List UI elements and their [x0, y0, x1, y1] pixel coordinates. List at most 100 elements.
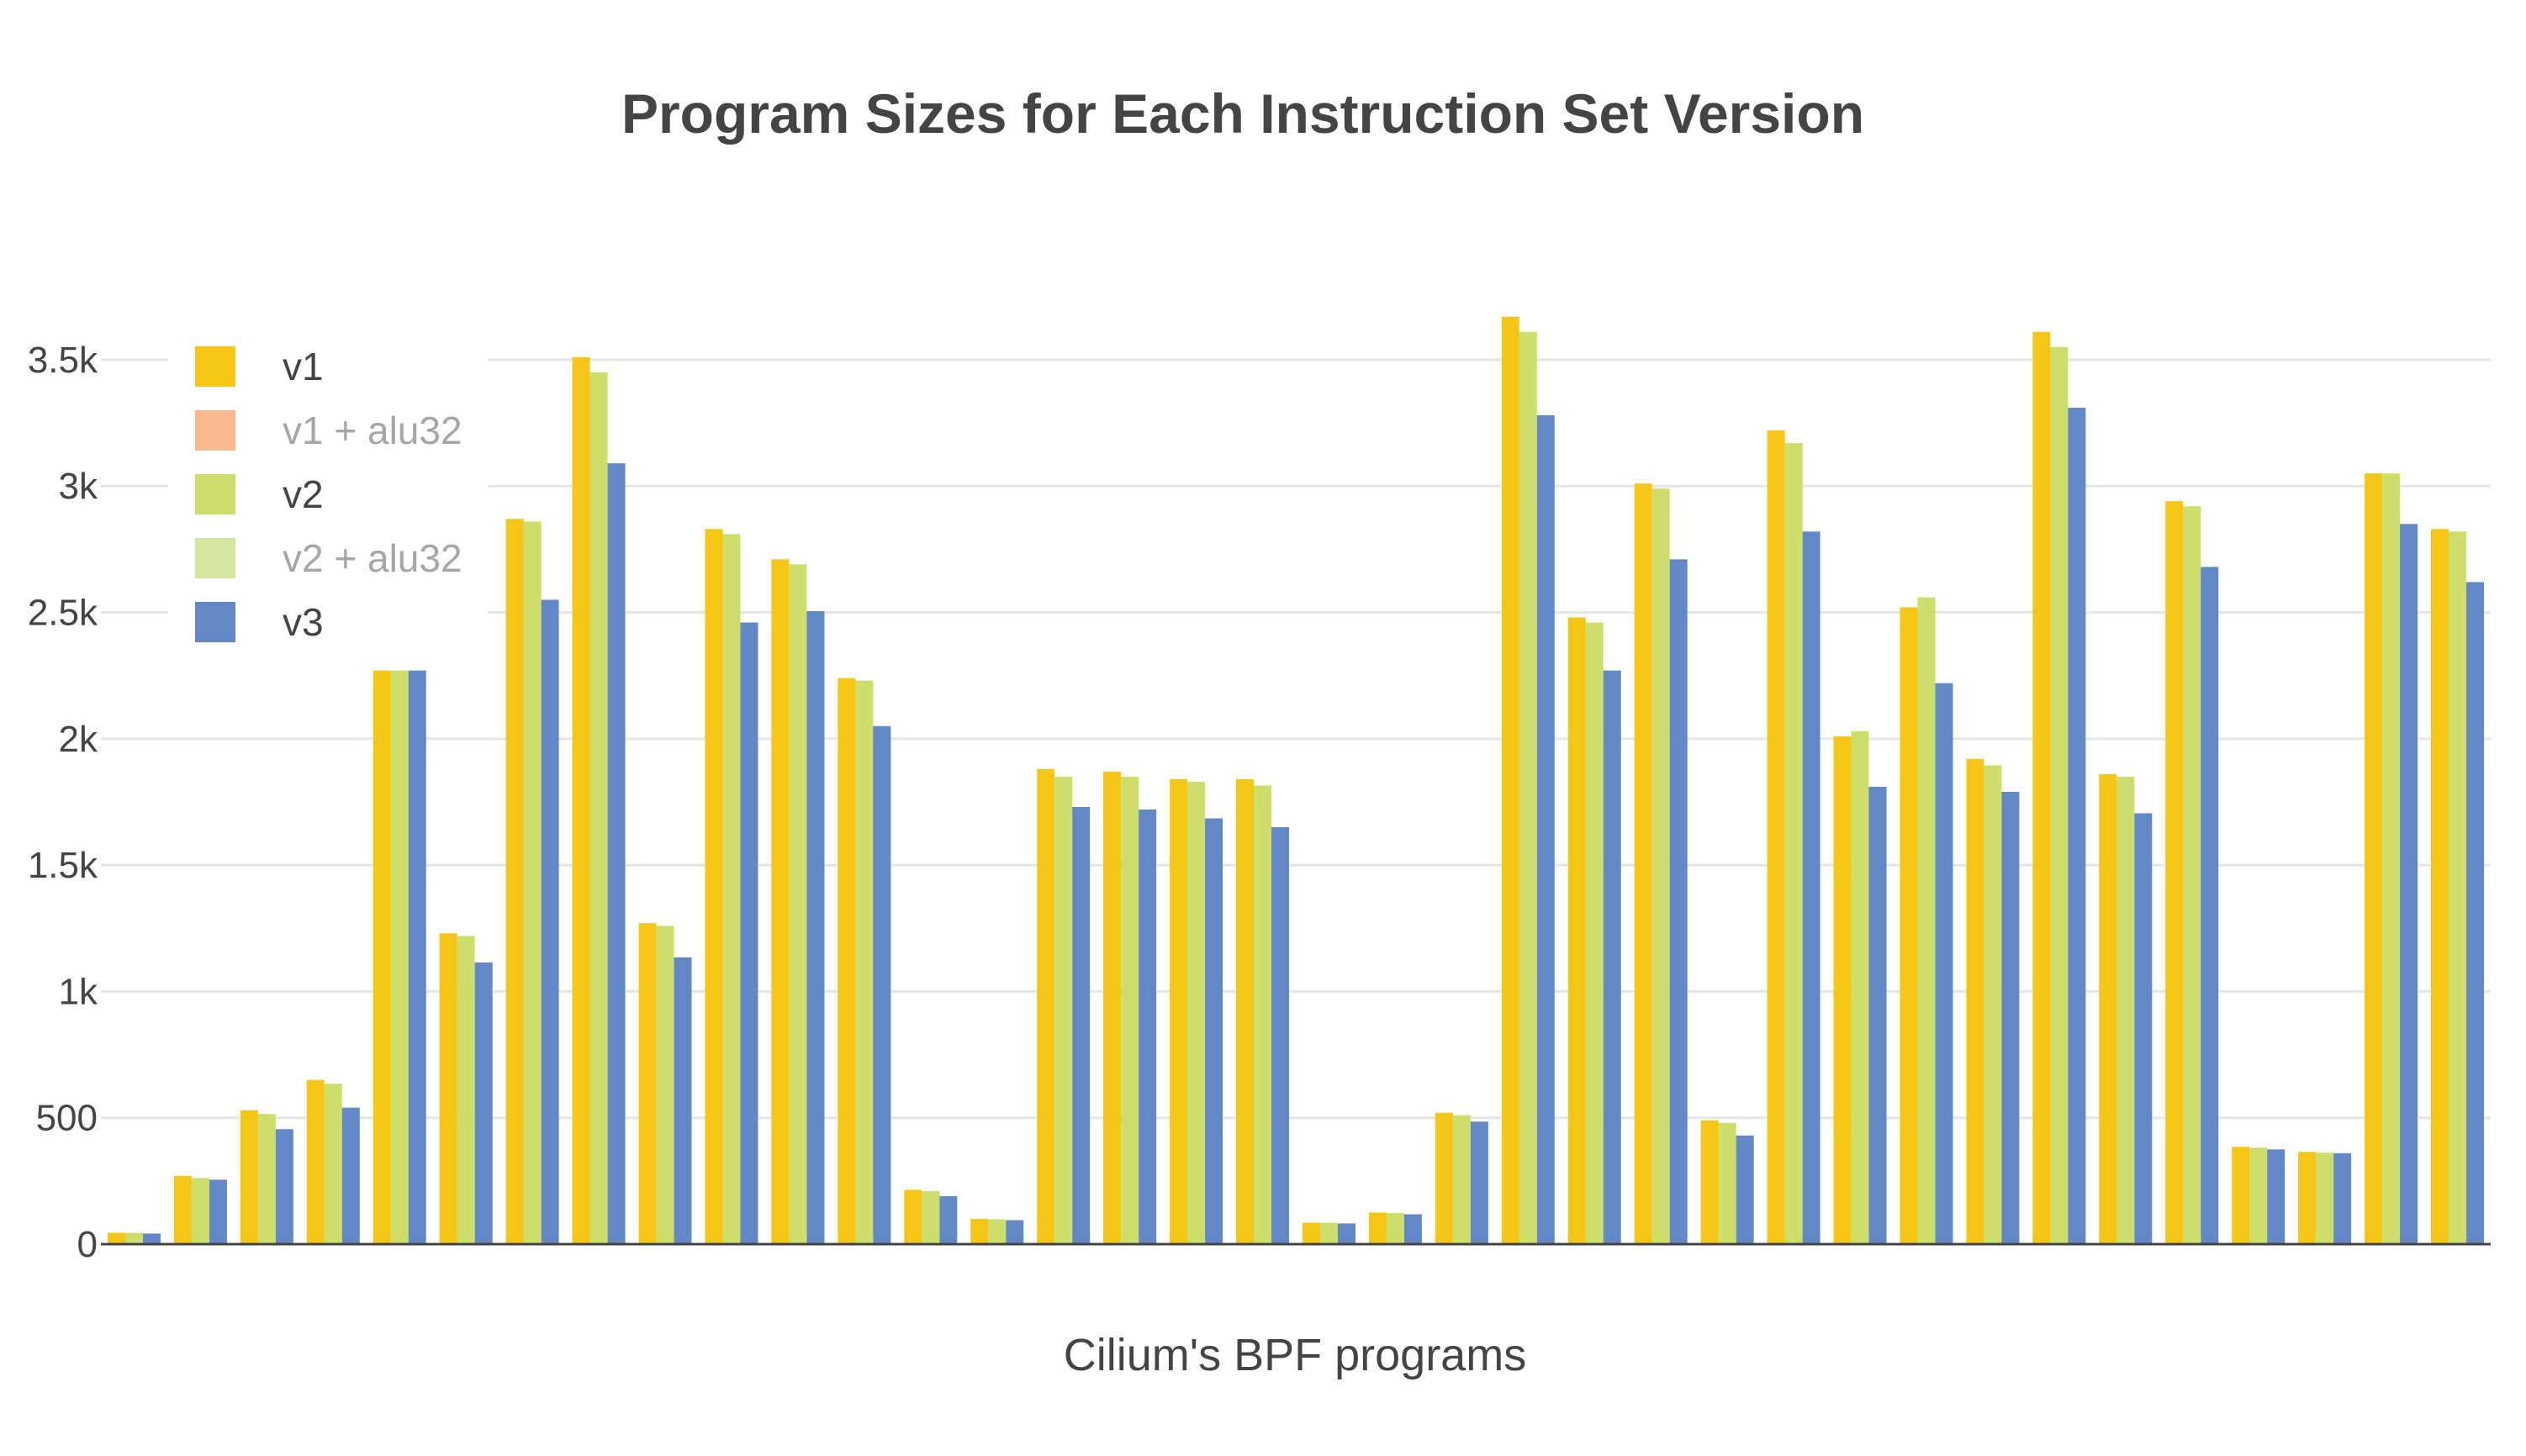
bar-v2[interactable]: [523, 521, 542, 1244]
bar-v1[interactable]: [1501, 316, 1519, 1245]
bar-v1[interactable]: [240, 1110, 258, 1244]
bar-v1[interactable]: [1700, 1120, 1719, 1244]
bar-v1[interactable]: [1368, 1212, 1387, 1244]
bar-v3[interactable]: [1403, 1214, 1422, 1244]
bar-v2[interactable]: [257, 1114, 276, 1244]
bar-v3[interactable]: [209, 1179, 227, 1244]
bar-v1[interactable]: [638, 923, 657, 1244]
bar-v3[interactable]: [607, 463, 626, 1244]
bar-v3[interactable]: [2001, 791, 2020, 1244]
bar-v3[interactable]: [1603, 670, 1621, 1244]
bar-v2[interactable]: [2316, 1153, 2334, 1244]
bar-v1[interactable]: [1435, 1112, 1453, 1244]
legend-swatch[interactable]: [195, 410, 235, 451]
bar-v2[interactable]: [2449, 531, 2467, 1244]
bar-v3[interactable]: [1072, 806, 1091, 1244]
legend-label[interactable]: v2 + alu32: [283, 536, 462, 580]
bar-v1[interactable]: [373, 670, 391, 1244]
bar-v2[interactable]: [390, 670, 409, 1244]
bar-v1[interactable]: [1634, 483, 1652, 1244]
bar-v3[interactable]: [1935, 683, 1953, 1244]
bar-v2[interactable]: [1585, 622, 1604, 1244]
bar-v2[interactable]: [988, 1219, 1007, 1244]
bar-v3[interactable]: [2068, 408, 2086, 1244]
bar-v1[interactable]: [771, 559, 790, 1244]
bar-v3[interactable]: [1802, 531, 1821, 1244]
bar-v1[interactable]: [107, 1232, 125, 1244]
bar-v1[interactable]: [2232, 1147, 2250, 1244]
bar-v3[interactable]: [1470, 1121, 1488, 1244]
legend-label[interactable]: v3: [283, 600, 324, 644]
bar-v1[interactable]: [1302, 1222, 1320, 1244]
bar-v2[interactable]: [855, 680, 874, 1244]
bar-v2[interactable]: [1718, 1122, 1736, 1244]
bar-v1[interactable]: [1103, 771, 1122, 1244]
bar-v1[interactable]: [1767, 430, 1785, 1244]
bar-v3[interactable]: [541, 599, 559, 1244]
bar-v2[interactable]: [1054, 776, 1073, 1244]
bar-v1[interactable]: [2099, 773, 2117, 1244]
bar-v1[interactable]: [173, 1175, 192, 1244]
bar-v1[interactable]: [1037, 768, 1055, 1244]
bar-v3[interactable]: [2400, 524, 2418, 1244]
legend-label[interactable]: v1 + alu32: [283, 409, 462, 452]
bar-v1[interactable]: [1833, 736, 1852, 1244]
bar-v1[interactable]: [1170, 778, 1188, 1244]
bar-v3[interactable]: [142, 1233, 161, 1244]
legend-label[interactable]: v2: [283, 472, 324, 516]
bar-v1[interactable]: [970, 1218, 989, 1244]
bar-v1[interactable]: [838, 678, 856, 1244]
bar-v3[interactable]: [1006, 1220, 1024, 1244]
bar-v2[interactable]: [1386, 1213, 1404, 1244]
bar-v2[interactable]: [1651, 488, 1670, 1244]
bar-v3[interactable]: [2134, 813, 2153, 1244]
bar-v1[interactable]: [2165, 501, 2184, 1244]
bar-v2[interactable]: [1519, 331, 1537, 1245]
bar-v3[interactable]: [939, 1195, 958, 1244]
bar-v2[interactable]: [1984, 765, 2002, 1244]
bar-v2[interactable]: [2050, 346, 2069, 1244]
bar-v2[interactable]: [589, 372, 608, 1245]
bar-v2[interactable]: [2116, 776, 2135, 1244]
bar-v1[interactable]: [705, 529, 723, 1244]
bar-v3[interactable]: [2333, 1153, 2352, 1244]
bar-v1[interactable]: [2431, 529, 2449, 1244]
bar-v2[interactable]: [1187, 781, 1206, 1244]
bar-v1[interactable]: [306, 1079, 325, 1244]
bar-v2[interactable]: [191, 1178, 209, 1244]
bar-v2[interactable]: [1851, 731, 1869, 1244]
bar-v3[interactable]: [341, 1107, 360, 1244]
bar-v2[interactable]: [124, 1232, 143, 1244]
bar-v2[interactable]: [2249, 1147, 2268, 1244]
bar-v1[interactable]: [1236, 778, 1255, 1244]
bar-v3[interactable]: [1337, 1223, 1355, 1244]
bar-v1[interactable]: [1900, 607, 1918, 1244]
bar-v1[interactable]: [439, 933, 457, 1244]
legend-swatch[interactable]: [195, 346, 235, 387]
bar-v1[interactable]: [904, 1190, 922, 1244]
bar-v2[interactable]: [2183, 506, 2201, 1244]
bar-v3[interactable]: [2267, 1149, 2286, 1244]
bar-v2[interactable]: [656, 926, 674, 1244]
bar-v3[interactable]: [1536, 415, 1555, 1245]
legend-swatch[interactable]: [195, 474, 235, 514]
bar-v2[interactable]: [1784, 443, 1803, 1244]
bar-v3[interactable]: [806, 610, 825, 1244]
bar-v3[interactable]: [674, 957, 692, 1244]
legend-swatch[interactable]: [195, 602, 235, 642]
bar-v1[interactable]: [1966, 758, 1984, 1244]
bar-v2[interactable]: [324, 1084, 342, 1244]
bar-v3[interactable]: [1669, 559, 1688, 1244]
legend-swatch[interactable]: [195, 538, 235, 578]
bar-v2[interactable]: [2382, 473, 2401, 1244]
bar-v3[interactable]: [474, 962, 493, 1244]
bar-v2[interactable]: [922, 1190, 940, 1244]
bar-v3[interactable]: [1139, 809, 1157, 1244]
bar-v2[interactable]: [457, 936, 475, 1244]
bar-v3[interactable]: [2201, 567, 2219, 1244]
bar-v3[interactable]: [1271, 827, 1290, 1244]
bar-v2[interactable]: [1121, 776, 1139, 1244]
bar-v1[interactable]: [1567, 617, 1586, 1244]
bar-v2[interactable]: [1319, 1222, 1338, 1244]
bar-v2[interactable]: [1452, 1115, 1471, 1244]
